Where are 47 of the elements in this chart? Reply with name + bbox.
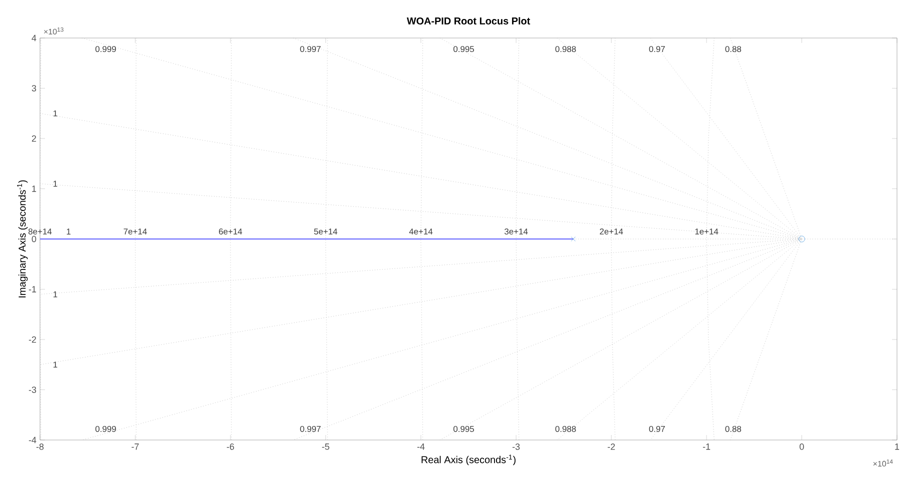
y-tick-label: -2 xyxy=(28,336,36,343)
annotation: 4e+14 xyxy=(409,228,433,234)
annotation: 0.995 xyxy=(453,426,474,432)
annotation: 1 xyxy=(54,362,58,368)
y-tick-label: -1 xyxy=(28,286,36,292)
annotation: 1e+14 xyxy=(695,228,718,234)
chart-title: WOA-PID Root Locus Plot xyxy=(406,17,530,24)
annotation: 0.88 xyxy=(725,426,742,432)
annotation: 0.88 xyxy=(725,46,742,52)
y-tick-label: -3 xyxy=(28,386,36,393)
annotation: 0.97 xyxy=(649,426,665,432)
x-axis-title: Real Axis (seconds$^{-1}$) xyxy=(422,454,516,466)
annotation: 0.999 xyxy=(95,426,116,432)
annotation: 8e+14 xyxy=(28,228,52,234)
x-tick-label: -2 xyxy=(608,444,615,450)
annotation: 0.995 xyxy=(453,46,474,52)
annotation: 3e+14 xyxy=(504,228,528,234)
x-tick-label: -7 xyxy=(132,444,139,450)
annotation: 0.999 xyxy=(95,46,116,52)
x-tick-label: -4 xyxy=(417,444,425,450)
annotation: 0.988 xyxy=(555,46,576,52)
annotation: 5e+14 xyxy=(314,228,338,234)
y-tick-label: 4 xyxy=(32,34,36,42)
annotation: 7e+14 xyxy=(124,228,147,234)
y-axis-title: Imaginary Axis (seconds$^{-1}$) xyxy=(17,180,28,298)
annotation: 0.988 xyxy=(555,426,576,432)
y-tick-label: 3 xyxy=(32,85,36,92)
annotation: 0.997 xyxy=(300,426,321,432)
annotation: 1 xyxy=(54,110,58,116)
y-tick-label: -4 xyxy=(28,436,36,444)
x-tick-label: 0 xyxy=(800,444,804,450)
x-tick-label: -6 xyxy=(226,444,234,450)
y-tick-label: 1 xyxy=(32,186,36,192)
annotation: 1 xyxy=(54,291,58,298)
annotation: 0.997 xyxy=(300,46,321,52)
y-tick-label: 2 xyxy=(32,135,36,142)
x-tick-label: -8 xyxy=(36,444,44,450)
annotation: 1 xyxy=(66,228,71,234)
annotation: 2e+14 xyxy=(600,228,623,234)
x-tick-label: -1 xyxy=(702,444,710,450)
y-tick-label: 0 xyxy=(32,236,36,242)
annotation: 0.97 xyxy=(649,46,665,52)
annotation: 6e+14 xyxy=(218,228,242,234)
x-tick-label: -3 xyxy=(512,444,520,450)
annotation: 1 xyxy=(54,180,58,187)
x-tick-label: -5 xyxy=(322,444,330,450)
x-tick-label: 1 xyxy=(895,444,900,450)
